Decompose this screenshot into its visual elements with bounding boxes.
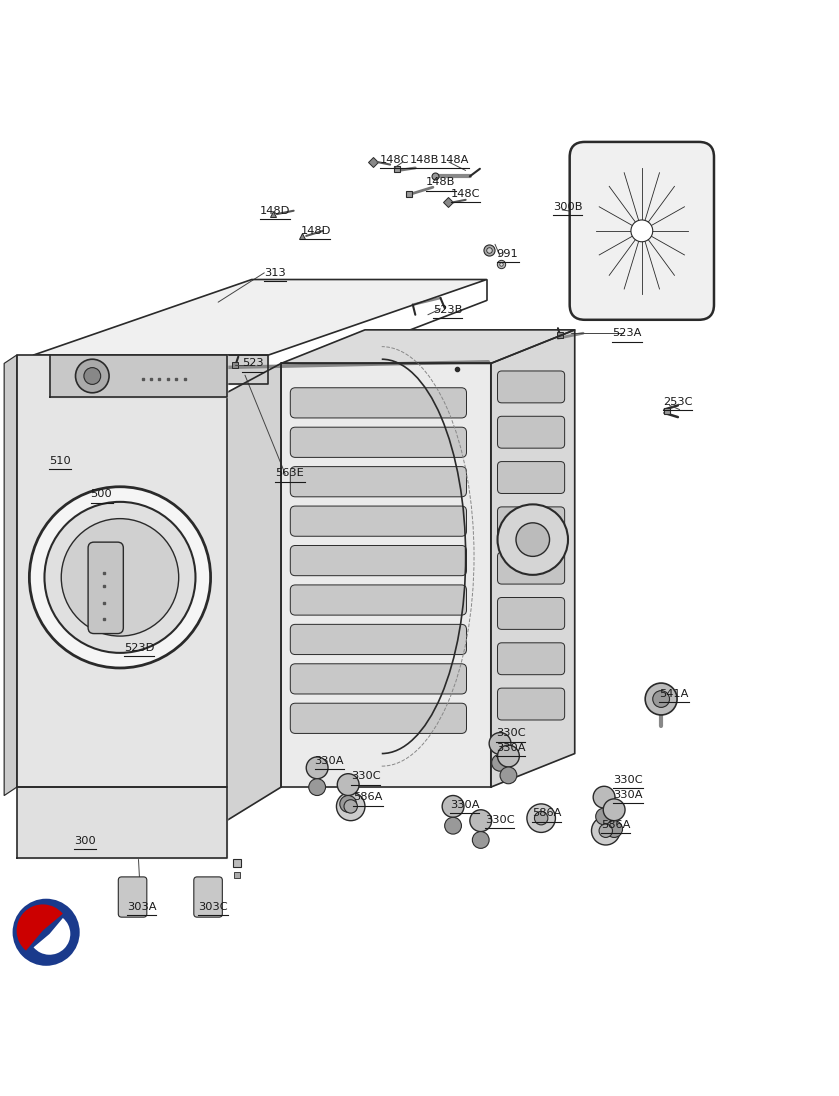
FancyBboxPatch shape	[290, 585, 466, 615]
Polygon shape	[4, 355, 17, 796]
FancyBboxPatch shape	[498, 688, 565, 720]
Circle shape	[336, 792, 365, 821]
Text: 300B: 300B	[553, 202, 582, 212]
Circle shape	[13, 899, 80, 966]
FancyBboxPatch shape	[498, 643, 565, 675]
Text: 148B: 148B	[409, 155, 439, 164]
Circle shape	[516, 523, 550, 557]
Polygon shape	[491, 330, 575, 787]
FancyBboxPatch shape	[118, 877, 147, 917]
Circle shape	[645, 683, 677, 715]
FancyBboxPatch shape	[290, 704, 466, 733]
Text: 523B: 523B	[433, 305, 462, 315]
Circle shape	[344, 800, 357, 813]
Circle shape	[591, 817, 620, 845]
Text: 330A: 330A	[450, 800, 479, 810]
Text: 510: 510	[49, 456, 70, 466]
Polygon shape	[17, 787, 227, 858]
Text: 991: 991	[497, 249, 519, 259]
Circle shape	[489, 732, 511, 754]
Text: 523A: 523A	[612, 328, 642, 339]
Circle shape	[653, 690, 670, 707]
Circle shape	[442, 796, 464, 818]
Circle shape	[309, 779, 326, 796]
Polygon shape	[227, 364, 281, 821]
FancyBboxPatch shape	[498, 552, 565, 584]
Text: 523: 523	[242, 358, 263, 368]
Text: 313: 313	[264, 267, 286, 278]
FancyBboxPatch shape	[498, 461, 565, 493]
Text: 500: 500	[91, 489, 112, 500]
Text: 523D: 523D	[124, 643, 154, 653]
Circle shape	[337, 774, 359, 796]
FancyBboxPatch shape	[88, 543, 123, 633]
Polygon shape	[50, 355, 227, 397]
Text: 330C: 330C	[613, 775, 643, 785]
Text: 586A: 586A	[601, 820, 630, 830]
Text: 330C: 330C	[485, 814, 514, 825]
Text: 586A: 586A	[532, 808, 561, 818]
Text: 303C: 303C	[198, 902, 227, 912]
Text: 541A: 541A	[659, 689, 689, 699]
Wedge shape	[17, 904, 63, 950]
Text: 148B: 148B	[426, 178, 456, 187]
Circle shape	[29, 487, 211, 667]
Circle shape	[472, 832, 489, 848]
Circle shape	[492, 754, 508, 772]
Text: 563E: 563E	[275, 468, 304, 478]
FancyBboxPatch shape	[290, 388, 466, 418]
Circle shape	[470, 810, 492, 832]
Polygon shape	[281, 364, 491, 787]
FancyBboxPatch shape	[498, 597, 565, 629]
Polygon shape	[34, 355, 268, 385]
Polygon shape	[17, 355, 227, 787]
Circle shape	[445, 818, 461, 834]
Circle shape	[498, 504, 568, 574]
Text: 148C: 148C	[451, 189, 480, 199]
Circle shape	[534, 811, 548, 825]
Text: 148C: 148C	[380, 155, 409, 164]
Circle shape	[500, 767, 517, 784]
Text: 330A: 330A	[315, 756, 344, 766]
Text: 148D: 148D	[300, 226, 331, 236]
Circle shape	[340, 796, 357, 812]
Circle shape	[606, 821, 623, 837]
FancyBboxPatch shape	[290, 664, 466, 694]
Circle shape	[44, 502, 195, 653]
Wedge shape	[34, 918, 70, 955]
Circle shape	[603, 799, 625, 821]
Circle shape	[61, 518, 179, 636]
FancyBboxPatch shape	[290, 625, 466, 654]
Text: 148D: 148D	[260, 206, 290, 216]
Text: 586A: 586A	[353, 792, 383, 802]
Circle shape	[599, 824, 612, 837]
FancyBboxPatch shape	[498, 370, 565, 403]
FancyBboxPatch shape	[498, 506, 565, 539]
Text: 303A: 303A	[127, 902, 156, 912]
Circle shape	[84, 367, 101, 385]
Circle shape	[596, 808, 612, 825]
Circle shape	[76, 359, 109, 392]
FancyBboxPatch shape	[498, 416, 565, 448]
FancyBboxPatch shape	[194, 877, 222, 917]
Circle shape	[306, 757, 328, 779]
Circle shape	[631, 220, 653, 242]
Circle shape	[498, 745, 519, 767]
Circle shape	[593, 786, 615, 808]
Text: 300: 300	[74, 836, 96, 846]
Circle shape	[527, 803, 555, 833]
Text: 253C: 253C	[663, 397, 692, 407]
Text: 148A: 148A	[440, 155, 469, 164]
Text: 330C: 330C	[496, 729, 525, 739]
Polygon shape	[281, 330, 575, 364]
Text: 330C: 330C	[351, 772, 380, 781]
FancyBboxPatch shape	[290, 506, 466, 536]
FancyBboxPatch shape	[290, 427, 466, 457]
FancyBboxPatch shape	[290, 467, 466, 496]
Text: 330A: 330A	[613, 790, 643, 800]
FancyBboxPatch shape	[570, 141, 714, 320]
Text: 330A: 330A	[496, 743, 525, 753]
Polygon shape	[34, 279, 487, 355]
FancyBboxPatch shape	[290, 546, 466, 575]
